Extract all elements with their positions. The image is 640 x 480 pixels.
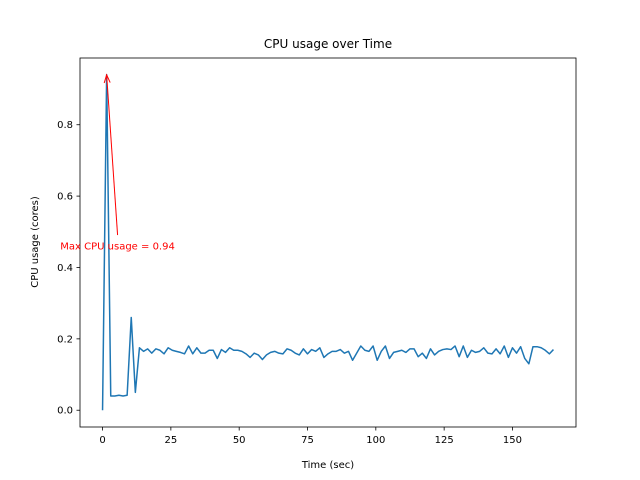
y-tick-label: 0.6: [57, 192, 73, 203]
y-tick-label: 0.2: [57, 334, 73, 345]
y-tick-label: 0.4: [57, 263, 73, 274]
annotation-arrowhead: [103, 73, 111, 84]
x-tick-label: 125: [435, 435, 454, 446]
y-tick-label: 0.8: [57, 120, 73, 131]
y-tick-label: 0.0: [57, 406, 73, 417]
x-tick-label: 50: [233, 435, 246, 446]
x-tick-label: 25: [164, 435, 177, 446]
chart-title: CPU usage over Time: [264, 37, 392, 51]
x-tick-label: 100: [366, 435, 385, 446]
x-tick-label: 0: [99, 435, 105, 446]
data-line: [101, 74, 554, 411]
plot-frame: [79, 57, 577, 428]
annotation-arrow: [106, 74, 119, 236]
x-tick-label: 75: [301, 435, 314, 446]
x-tick-label: 150: [503, 435, 522, 446]
x-axis-label: Time (sec): [301, 460, 354, 471]
y-axis-label: CPU usage (cores): [30, 196, 41, 288]
annotation-text: Max CPU usage = 0.94: [60, 242, 175, 253]
